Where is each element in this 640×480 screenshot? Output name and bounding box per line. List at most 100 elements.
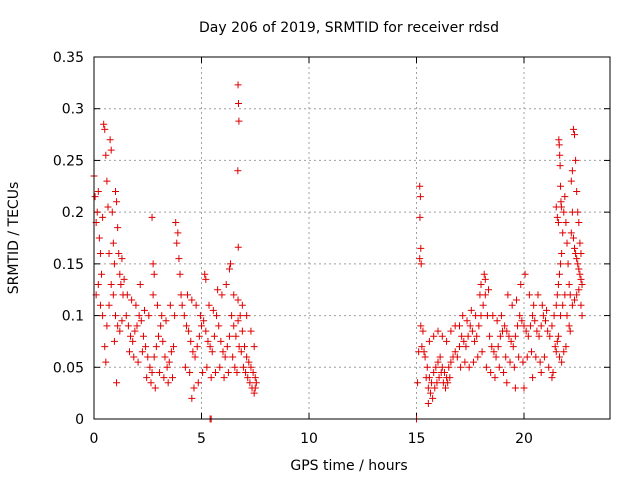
data-point	[577, 250, 585, 258]
data-point	[188, 296, 196, 304]
data-point	[219, 348, 227, 356]
data-point	[562, 218, 570, 226]
data-point	[153, 301, 161, 309]
data-point	[195, 332, 203, 340]
data-point	[573, 187, 581, 195]
data-point	[552, 348, 560, 356]
data-point	[568, 301, 576, 309]
data-point	[208, 348, 216, 356]
data-point	[492, 353, 500, 361]
x-tick-label: 0	[90, 431, 99, 447]
data-point	[564, 260, 572, 268]
data-point	[135, 312, 143, 320]
data-point	[234, 317, 242, 325]
data-point	[203, 363, 211, 371]
data-point	[457, 363, 465, 371]
data-point	[445, 363, 453, 371]
data-point	[560, 208, 568, 216]
data-point	[520, 322, 528, 330]
data-point	[417, 260, 425, 268]
data-point	[503, 327, 511, 335]
data-point	[563, 239, 571, 247]
data-point	[548, 374, 556, 382]
x-tick-label: 5	[197, 431, 206, 447]
data-point	[491, 374, 499, 382]
data-point	[98, 270, 106, 278]
grid-lines	[94, 57, 610, 419]
data-point	[518, 317, 526, 325]
data-point	[101, 343, 109, 351]
data-point	[102, 151, 110, 159]
data-point	[209, 306, 217, 314]
data-point	[481, 275, 489, 283]
data-point	[128, 296, 136, 304]
data-point	[571, 296, 579, 304]
data-point	[112, 312, 119, 320]
data-point	[99, 213, 107, 221]
data-point	[466, 322, 474, 330]
data-point	[434, 358, 442, 366]
data-point	[148, 213, 156, 221]
data-point	[206, 343, 214, 351]
data-point	[145, 312, 153, 320]
data-point	[416, 213, 424, 221]
data-point	[544, 327, 552, 335]
data-point	[539, 312, 547, 320]
data-point	[108, 208, 116, 216]
data-point	[460, 337, 468, 345]
x-axis-label: GPS time / hours	[290, 458, 407, 474]
data-point	[127, 332, 135, 340]
data-point	[558, 250, 566, 258]
data-point	[572, 156, 580, 164]
data-point	[237, 348, 245, 356]
data-point	[230, 322, 238, 330]
data-point	[546, 332, 554, 340]
data-point	[243, 353, 251, 361]
data-point	[416, 182, 424, 190]
data-point	[443, 337, 451, 345]
data-point	[553, 291, 561, 299]
data-point	[185, 327, 193, 335]
data-point	[109, 239, 117, 247]
data-point	[574, 208, 582, 216]
data-point	[238, 301, 246, 309]
data-point	[150, 270, 158, 278]
data-point	[568, 167, 576, 175]
data-point	[522, 327, 530, 335]
data-point	[100, 120, 108, 128]
data-point	[103, 177, 111, 185]
data-point	[461, 358, 469, 366]
data-point	[435, 374, 443, 382]
data-point	[417, 322, 425, 330]
data-point	[239, 363, 247, 371]
data-point	[251, 384, 259, 392]
data-point	[472, 312, 480, 320]
data-point	[124, 322, 132, 330]
data-point	[91, 193, 99, 201]
data-point	[94, 187, 102, 195]
data-point	[250, 389, 258, 397]
data-point	[94, 281, 102, 289]
data-point	[557, 260, 565, 268]
data-point	[512, 296, 520, 304]
data-point	[149, 291, 157, 299]
data-point	[459, 312, 467, 320]
data-point	[531, 317, 539, 325]
data-point	[436, 353, 444, 361]
data-point	[244, 374, 252, 382]
data-point	[107, 281, 115, 289]
data-point	[437, 368, 445, 376]
data-point	[506, 358, 514, 366]
data-point	[122, 312, 130, 320]
data-point	[488, 343, 496, 351]
data-point	[550, 312, 558, 320]
data-point	[202, 327, 210, 335]
data-point	[175, 255, 183, 263]
data-point	[157, 322, 165, 330]
data-point	[424, 399, 432, 407]
data-point	[230, 291, 238, 299]
data-point	[170, 343, 178, 351]
data-point	[533, 327, 541, 335]
data-point	[186, 368, 194, 376]
x-tick-label: 10	[300, 431, 318, 447]
